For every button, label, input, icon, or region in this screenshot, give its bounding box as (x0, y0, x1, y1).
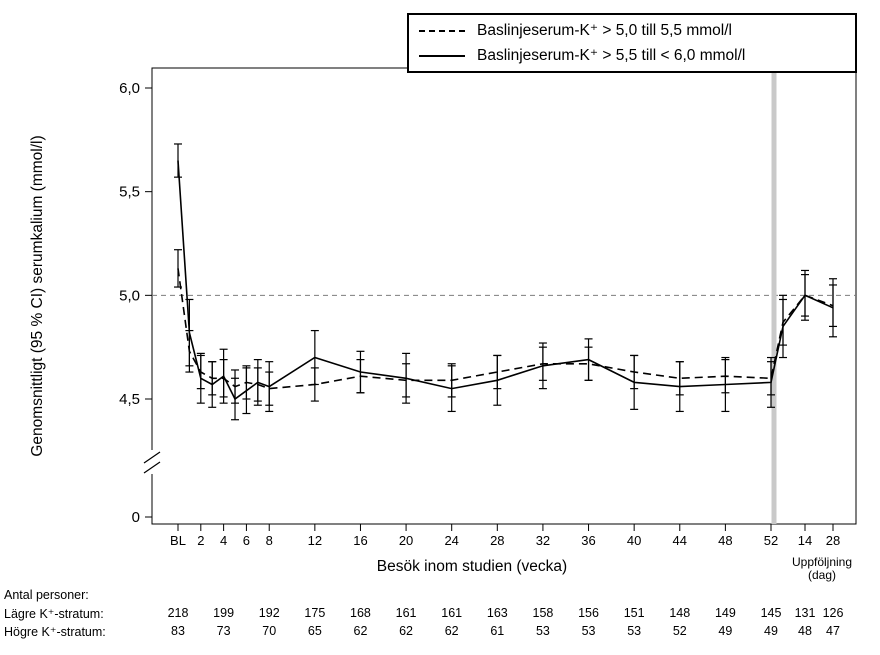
n-table-value: 48 (798, 624, 812, 638)
n-table-value: 65 (307, 624, 322, 638)
n-table-value: 62 (444, 624, 459, 638)
followup-axis-label-line1: Uppföljning (791, 555, 853, 569)
y-tick-label: 5,0 (119, 287, 140, 304)
x-axis: BL 2 4 6 8 12 16 20 24 28 32 36 40 44 48 52 14 28 (170, 524, 840, 548)
n-table-title: Antal personer: (4, 588, 89, 602)
n-table-value: 199 (213, 606, 235, 620)
x-tick-label: 6 (243, 533, 250, 548)
x-tick-label: 28 (490, 533, 504, 548)
x-tick-label: 16 (353, 533, 367, 548)
series-lower-stratum (174, 249, 837, 406)
x-tick-label: 44 (673, 533, 687, 548)
legend-label-lower-stratum: Baslinjeserum-K⁺ > 5,0 till 5,5 mmol/l (477, 22, 732, 39)
x-tick-label: 8 (266, 533, 273, 548)
n-table-value: 218 (167, 606, 189, 620)
x-tick-label-followup: 28 (826, 533, 840, 548)
y-tick-label: 0 (132, 509, 140, 526)
n-table-value: 52 (672, 624, 687, 638)
solid-line-sample-icon (419, 54, 465, 57)
n-table-value: 47 (826, 624, 840, 638)
n-table-value: 151 (623, 606, 645, 620)
n-table-value: 161 (441, 606, 463, 620)
followup-axis-label: Uppföljning (dag) (792, 556, 852, 582)
n-table-value: 61 (490, 624, 505, 638)
x-tick-label: 2 (197, 533, 204, 548)
n-table-value: 62 (399, 624, 414, 638)
n-table-value: 192 (258, 606, 280, 620)
x-tick-label: 48 (718, 533, 732, 548)
n-table-row-label-higher: Högre K⁺-stratum: (4, 625, 106, 639)
dashed-line-sample-icon (419, 29, 465, 32)
legend-label-higher-stratum: Baslinjeserum-K⁺ > 5,5 till < 6,0 mmol/l (477, 47, 746, 64)
x-axis-title: Besök inom studien (vecka) (376, 558, 568, 575)
n-table-value: 145 (760, 606, 782, 620)
x-tick-label: 24 (444, 533, 458, 548)
y-tick-label: 5,5 (119, 184, 140, 201)
legend-item-lower-stratum: Baslinjeserum-K⁺ > 5,0 till 5,5 mmol/l (419, 18, 845, 43)
n-table-value: 53 (535, 624, 550, 638)
n-table-value: 149 (714, 606, 736, 620)
y-axis: 6,0 5,5 5,0 4,5 0 (119, 80, 152, 526)
y-tick-label: 4,5 (119, 391, 140, 408)
x-tick-label: 12 (308, 533, 322, 548)
y-axis-title: Genomsnittligt (95 % CI) serumkalium (mm… (29, 135, 46, 457)
x-tick-label: 32 (536, 533, 550, 548)
x-tick-label: 20 (399, 533, 413, 548)
n-table-value: 126 (822, 606, 844, 620)
n-table-value: 73 (216, 624, 231, 638)
n-table-value: 148 (669, 606, 691, 620)
n-table-value: 49 (764, 624, 778, 638)
n-table-value: 62 (353, 624, 368, 638)
x-tick-label: 52 (764, 533, 778, 548)
n-table-value: 49 (718, 624, 733, 638)
n-table-value: 83 (171, 624, 185, 638)
n-table-value: 53 (627, 624, 642, 638)
followup-axis-label-line2: (dag) (807, 568, 837, 582)
n-table-value: 175 (304, 606, 326, 620)
y-axis-break-icon (143, 450, 161, 474)
n-table-value: 161 (395, 606, 417, 620)
x-tick-label: 4 (220, 533, 227, 548)
legend-item-higher-stratum: Baslinjeserum-K⁺ > 5,5 till < 6,0 mmol/l (419, 43, 845, 68)
x-tick-label: BL (170, 533, 186, 548)
n-table-value: 168 (350, 606, 371, 620)
n-table-value: 156 (578, 606, 599, 620)
n-table-row-label-lower: Lägre K⁺-stratum: (4, 607, 104, 621)
y-tick-label: 6,0 (119, 80, 140, 97)
x-tick-label: 36 (581, 533, 595, 548)
n-table-value: 70 (262, 624, 277, 638)
plot-frame (151, 67, 857, 525)
n-table-value: 163 (486, 606, 508, 620)
n-table-value: 53 (581, 624, 596, 638)
n-table-value: 158 (532, 606, 554, 620)
series-higher-stratum (174, 143, 837, 421)
n-table-value: 131 (794, 606, 816, 620)
x-tick-label: 40 (627, 533, 641, 548)
legend: Baslinjeserum-K⁺ > 5,0 till 5,5 mmol/l B… (407, 13, 857, 73)
x-tick-label-followup: 14 (798, 533, 812, 548)
